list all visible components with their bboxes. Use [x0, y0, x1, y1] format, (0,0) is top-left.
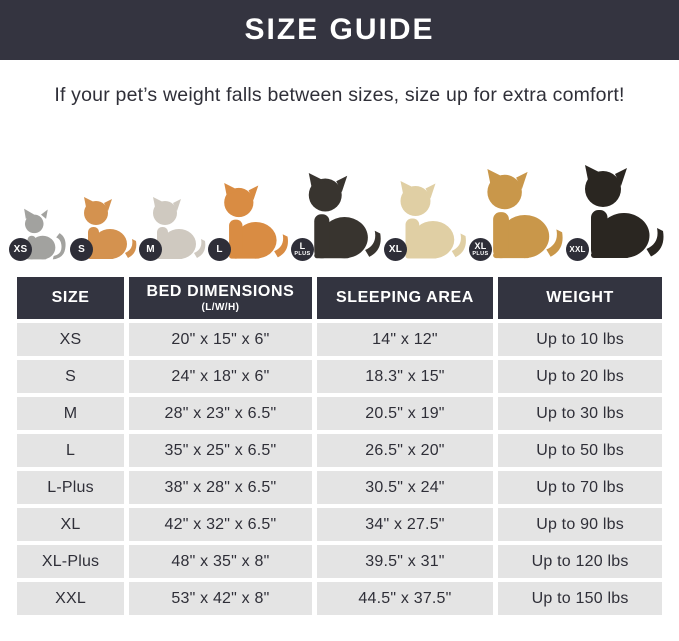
column-header-bed-dimensions: BED DIMENSIONS (L/W/H) [129, 277, 312, 319]
table-row: M 28" x 23" x 6.5" 20.5" x 19" Up to 30 … [17, 397, 662, 430]
size-table: SIZE BED DIMENSIONS (L/W/H) SLEEPING AREA… [12, 273, 667, 619]
size-badge-l-plus: L PLUS [291, 238, 314, 261]
cell-sleeping-area: 34" x 27.5" [316, 508, 494, 541]
animal-golden-retriever: XL PLUS [469, 155, 565, 261]
table-row: S 24" x 18" x 6" 18.3" x 15" Up to 20 lb… [17, 360, 662, 393]
badge-label: S [78, 243, 85, 255]
cell-bed-dimensions: 48" x 35" x 8" [129, 545, 312, 578]
column-sublabel: (L/W/H) [201, 302, 240, 313]
cell-bed-dimensions: 20" x 15" x 6" [129, 323, 312, 356]
cell-bed-dimensions: 28" x 23" x 6.5" [129, 397, 312, 430]
cell-bed-dimensions: 38" x 28" x 6.5" [129, 471, 312, 504]
cell-bed-dimensions: 35" x 25" x 6.5" [129, 434, 312, 467]
cell-sleeping-area: 18.3" x 15" [316, 360, 494, 393]
cell-weight: Up to 150 lbs [498, 582, 662, 615]
cell-size: XS [17, 323, 125, 356]
size-badge-xl-plus: XL PLUS [469, 238, 492, 261]
animal-pomeranian: S [70, 197, 138, 261]
cell-sleeping-area: 44.5" x 37.5" [316, 582, 494, 615]
column-header-size: SIZE [17, 277, 125, 319]
cell-size: XL-Plus [17, 545, 125, 578]
cell-sleeping-area: 30.5" x 24" [316, 471, 494, 504]
animal-french-bulldog: M [139, 189, 207, 261]
badge-sublabel: PLUS [472, 250, 489, 257]
banner: SIZE GUIDE [0, 0, 679, 60]
cell-size: XXL [17, 582, 125, 615]
size-badge-xxl: XXL [566, 238, 589, 261]
size-guide-page: SIZE GUIDE If your pet’s weight falls be… [0, 0, 679, 619]
cell-weight: Up to 70 lbs [498, 471, 662, 504]
cell-sleeping-area: 26.5" x 20" [316, 434, 494, 467]
badge-label: L [299, 240, 306, 251]
badge-sublabel: PLUS [294, 250, 311, 257]
cell-sleeping-area: 14" x 12" [316, 323, 494, 356]
table-row: L-Plus 38" x 28" x 6.5" 30.5" x 24" Up t… [17, 471, 662, 504]
pet-size-lineup: XS S M L L PLUS XL XL PLUS XXL [0, 107, 679, 273]
cell-sleeping-area: 39.5" x 31" [316, 545, 494, 578]
cell-bed-dimensions: 53" x 42" x 8" [129, 582, 312, 615]
cell-size: L [17, 434, 125, 467]
badge-label: XL [388, 243, 403, 255]
animal-cat: XS [9, 207, 69, 261]
size-badge-s: S [70, 238, 93, 261]
column-label: BED DIMENSIONS [146, 283, 295, 300]
column-label: WEIGHT [546, 289, 614, 306]
table-row: XL 42" x 32" x 6.5" 34" x 27.5" Up to 90… [17, 508, 662, 541]
cell-bed-dimensions: 24" x 18" x 6" [129, 360, 312, 393]
animal-labrador: XL [384, 165, 468, 261]
badge-label: M [146, 243, 155, 255]
cell-size: L-Plus [17, 471, 125, 504]
cell-weight: Up to 50 lbs [498, 434, 662, 467]
animal-border-collie: L PLUS [291, 165, 383, 261]
cell-weight: Up to 10 lbs [498, 323, 662, 356]
column-header-sleeping-area: SLEEPING AREA [316, 277, 494, 319]
cell-weight: Up to 120 lbs [498, 545, 662, 578]
cell-size: S [17, 360, 125, 393]
cell-weight: Up to 30 lbs [498, 397, 662, 430]
size-table-header: SIZE BED DIMENSIONS (L/W/H) SLEEPING AREA… [17, 277, 662, 319]
table-row: L 35" x 25" x 6.5" 26.5" x 20" Up to 50 … [17, 434, 662, 467]
column-label: SLEEPING AREA [336, 289, 474, 306]
size-badge-xl: XL [384, 238, 407, 261]
column-header-weight: WEIGHT [498, 277, 662, 319]
badge-label: L [216, 243, 223, 255]
cell-size: XL [17, 508, 125, 541]
column-label: SIZE [51, 289, 90, 306]
cell-sleeping-area: 20.5" x 19" [316, 397, 494, 430]
animal-shiba-inu: L [208, 171, 290, 261]
size-badge-xs: XS [9, 238, 32, 261]
cell-bed-dimensions: 42" x 32" x 6.5" [129, 508, 312, 541]
cell-size: M [17, 397, 125, 430]
table-row: XL-Plus 48" x 35" x 8" 39.5" x 31" Up to… [17, 545, 662, 578]
subtitle: If your pet’s weight falls between sizes… [54, 84, 625, 106]
table-row: XXL 53" x 42" x 8" 44.5" x 37.5" Up to 1… [17, 582, 662, 615]
page-title: SIZE GUIDE [244, 13, 435, 46]
size-badge-m: M [139, 238, 162, 261]
badge-label: XS [13, 243, 28, 255]
animal-doberman: XXL [566, 147, 666, 261]
badge-label: XL [474, 240, 487, 251]
cell-weight: Up to 20 lbs [498, 360, 662, 393]
cell-weight: Up to 90 lbs [498, 508, 662, 541]
badge-label: XXL [569, 244, 586, 254]
size-badge-l: L [208, 238, 231, 261]
table-row: XS 20" x 15" x 6" 14" x 12" Up to 10 lbs [17, 323, 662, 356]
